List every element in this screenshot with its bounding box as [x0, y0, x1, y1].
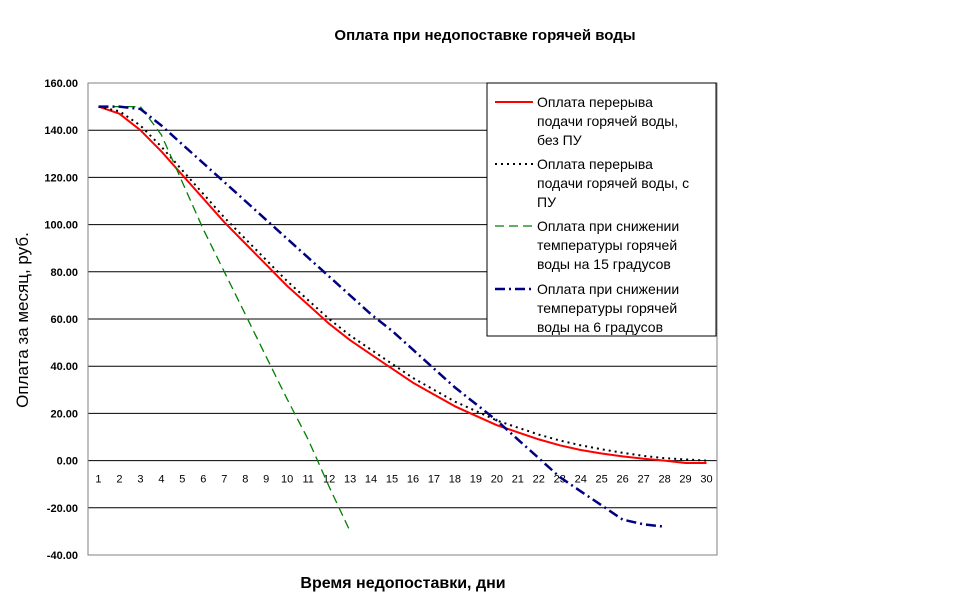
- y-tick-label: -20.00: [47, 503, 78, 515]
- series-lines: [98, 105, 707, 532]
- y-tick-label: 120.00: [44, 172, 78, 184]
- x-axis-label: Время недопоставки, дни: [300, 575, 505, 592]
- x-tick-label: 15: [386, 474, 398, 486]
- y-tick-label: -40.00: [47, 550, 78, 562]
- y-tick-label: 100.00: [44, 220, 78, 232]
- x-tick-label: 2: [116, 474, 122, 486]
- x-tick-label: 10: [281, 474, 293, 486]
- series-line-3: [98, 105, 351, 532]
- x-tick-label: 24: [575, 474, 587, 486]
- series-line-4: [98, 105, 665, 528]
- x-tick-label: 7: [221, 474, 227, 486]
- x-tick-label: 14: [365, 474, 377, 486]
- x-tick-label: 30: [700, 474, 712, 486]
- x-tick-label: 28: [658, 474, 670, 486]
- x-tick-label: 13: [344, 474, 356, 486]
- legend-label-2: Оплата перерыва подачи горячей воды, с ПУ: [537, 156, 689, 210]
- x-tick-label: 6: [200, 474, 206, 486]
- y-axis-label: Оплата за месяц, руб.: [13, 232, 32, 408]
- x-tick-label: 19: [470, 474, 482, 486]
- x-tick-label: 18: [449, 474, 461, 486]
- y-tick-labels: -40.00 -20.00 0.00 20.00 40.00 60.00 80.00 100.…: [44, 78, 78, 562]
- x-tick-label: 22: [533, 474, 545, 486]
- plot-area-border: [87, 82, 718, 556]
- x-tick-label: 20: [491, 474, 503, 486]
- legend-label-3: Оплата при снижении температуры горячей во…: [537, 218, 679, 272]
- x-tick-label: 27: [637, 474, 649, 486]
- x-tick-label: 26: [617, 474, 629, 486]
- y-tick-label: 60.00: [50, 314, 78, 326]
- y-tick-label: 20.00: [50, 408, 78, 420]
- y-tick-label: 140.00: [44, 125, 78, 137]
- series-line-1: [98, 105, 707, 464]
- x-tick-label: 16: [407, 474, 419, 486]
- y-tick-label: 160.00: [44, 78, 78, 90]
- x-tick-labels: 1 2 3 4 5 6 7 8 9 10 11 12 13 14 15 16 17 18 19 20 21 22 23 24 2…: [95, 474, 712, 486]
- y-tick-label: 80.00: [50, 267, 78, 279]
- legend-label-1: Оплата перерыва подачи горячей воды, без П…: [537, 94, 678, 148]
- x-tick-label: 25: [596, 474, 608, 486]
- x-tick-label: 4: [158, 474, 164, 486]
- legend-box: [486, 82, 717, 337]
- x-tick-label: 9: [263, 474, 269, 486]
- x-tick-label: 12: [323, 474, 335, 486]
- x-tick-label: 23: [554, 474, 566, 486]
- x-tick-label: 21: [512, 474, 524, 486]
- y-tick-label: 40.00: [50, 361, 78, 373]
- y-tick-label: 0.00: [57, 456, 78, 468]
- x-tick-label: 11: [302, 474, 313, 486]
- chart-title: Оплата при недопоставке горячей воды: [334, 27, 635, 44]
- x-tick-label: 29: [679, 474, 691, 486]
- legend-label-4: Оплата при снижении температуры горячей во…: [537, 281, 679, 335]
- x-tick-label: 17: [428, 474, 440, 486]
- x-tick-label: 1: [95, 474, 101, 486]
- x-tick-label: 5: [179, 474, 185, 486]
- legend: Оплата перерыва подачи горячей воды, без П…: [486, 82, 717, 337]
- x-tick-label: 3: [137, 474, 143, 486]
- x-tick-label: 8: [242, 474, 248, 486]
